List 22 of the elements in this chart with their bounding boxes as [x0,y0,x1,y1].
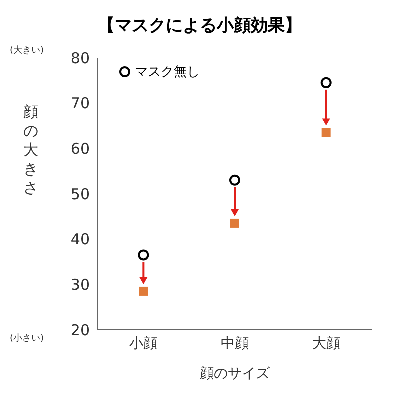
x-axis-title: 顔のサイズ [200,366,271,382]
chart-title: 【マスクによる小顔効果】 [97,15,303,37]
y-tick-label: 70 [70,94,90,113]
y-tick-label: 20 [70,321,90,340]
legend-label: マスク無し [135,64,200,81]
y-tick-label: 40 [70,230,90,249]
y-tick-label: 30 [70,276,90,294]
x-tick-label: 小顔 [130,336,158,352]
point [139,286,148,296]
y-tick-label: 80 [70,49,90,68]
text: (大きい) [10,44,44,57]
y-tick-label: 50 [70,185,90,204]
point [230,218,240,228]
y-axis-title: 顔の大きさ [22,103,40,198]
point [230,174,240,186]
point [322,128,331,138]
point [320,77,332,88]
y-tick-label: 60 [70,140,90,158]
point [138,250,150,261]
x-tick-label: 大顔 [312,336,340,352]
x-tick-label: 中顔 [221,336,249,352]
text: (小さい) [10,332,44,345]
